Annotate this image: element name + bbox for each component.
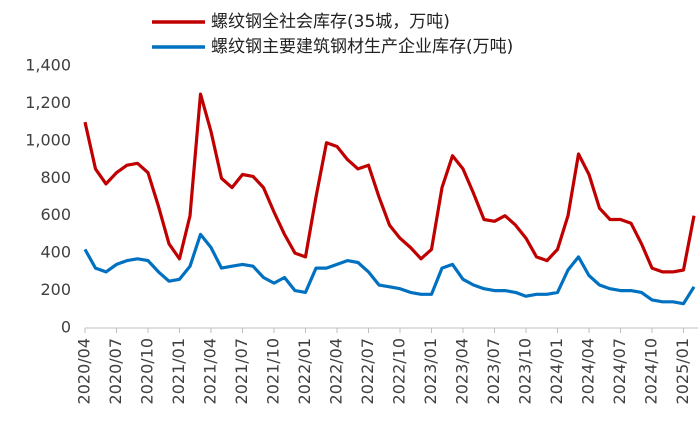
x-tick-label: 2021/04 (201, 338, 220, 404)
y-tick-label: 1,000 (25, 130, 71, 149)
y-tick-label: 0 (61, 318, 71, 337)
legend-label: 螺纹钢全社会库存(35城，万吨) (211, 12, 450, 32)
x-tick-label: 2021/01 (169, 338, 188, 404)
x-tick-label: 2022/07 (358, 338, 377, 404)
x-tick-label: 2024/07 (610, 338, 629, 404)
x-tick-label: 2021/07 (232, 338, 251, 404)
y-tick-label: 1,200 (25, 93, 71, 112)
y-tick-label: 200 (40, 280, 71, 299)
x-tick-label: 2021/10 (264, 338, 283, 404)
y-tick-label: 600 (40, 205, 71, 224)
x-tick-label: 2022/10 (390, 338, 409, 404)
x-tick-label: 2020/10 (138, 338, 157, 404)
x-tick-label: 2024/01 (547, 338, 566, 404)
x-tick-label: 2020/04 (75, 338, 94, 404)
y-tick-label: 800 (40, 168, 71, 187)
x-tick-label: 2024/04 (579, 338, 598, 404)
x-tick-label: 2023/01 (421, 338, 440, 404)
x-tick-label: 2023/10 (516, 338, 535, 404)
x-tick-label: 2025/01 (673, 338, 692, 404)
legend-label: 螺纹钢主要建筑钢材生产企业库存(万吨) (211, 37, 513, 57)
x-tick-label: 2020/07 (106, 338, 125, 404)
x-tick-label: 2024/10 (642, 338, 661, 404)
x-tick-label: 2022/01 (295, 338, 314, 404)
y-tick-label: 1,400 (25, 56, 71, 75)
series-line (83, 92, 696, 274)
y-tick-label: 400 (40, 243, 71, 262)
series-line (83, 232, 696, 306)
x-tick-label: 2022/04 (327, 338, 346, 404)
x-tick-label: 2023/07 (484, 338, 503, 404)
x-tick-label: 2023/04 (453, 338, 472, 404)
